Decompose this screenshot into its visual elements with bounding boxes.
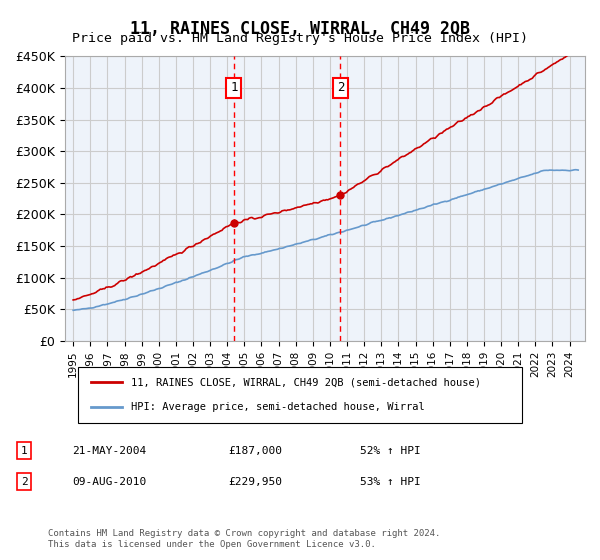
Text: HPI: Average price, semi-detached house, Wirral: HPI: Average price, semi-detached house,… bbox=[131, 402, 425, 412]
Text: 11, RAINES CLOSE, WIRRAL, CH49 2QB (semi-detached house): 11, RAINES CLOSE, WIRRAL, CH49 2QB (semi… bbox=[131, 377, 481, 388]
Text: 53% ↑ HPI: 53% ↑ HPI bbox=[360, 477, 421, 487]
Text: 1: 1 bbox=[20, 446, 28, 456]
Text: 21-MAY-2004: 21-MAY-2004 bbox=[72, 446, 146, 456]
Text: Price paid vs. HM Land Registry's House Price Index (HPI): Price paid vs. HM Land Registry's House … bbox=[72, 32, 528, 45]
Text: 09-AUG-2010: 09-AUG-2010 bbox=[72, 477, 146, 487]
Text: 11, RAINES CLOSE, WIRRAL, CH49 2QB: 11, RAINES CLOSE, WIRRAL, CH49 2QB bbox=[130, 20, 470, 38]
Text: 52% ↑ HPI: 52% ↑ HPI bbox=[360, 446, 421, 456]
Text: £187,000: £187,000 bbox=[228, 446, 282, 456]
FancyBboxPatch shape bbox=[78, 367, 522, 423]
Text: 2: 2 bbox=[337, 82, 344, 95]
Text: Contains HM Land Registry data © Crown copyright and database right 2024.
This d: Contains HM Land Registry data © Crown c… bbox=[48, 529, 440, 549]
Text: £229,950: £229,950 bbox=[228, 477, 282, 487]
Text: 1: 1 bbox=[230, 82, 238, 95]
Text: 2: 2 bbox=[20, 477, 28, 487]
